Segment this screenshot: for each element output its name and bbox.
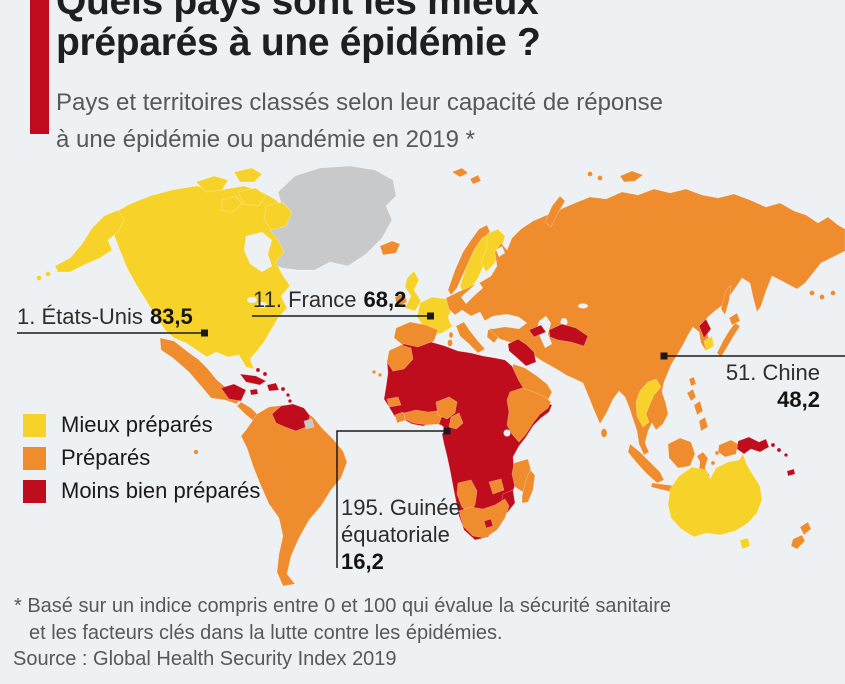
annotation-france-label: 11. France <box>253 287 357 312</box>
france-marker <box>427 312 434 320</box>
eq-guinea-leader-line <box>336 430 447 568</box>
country-alaska <box>54 209 125 273</box>
annotation-china-value: 48,2 <box>777 387 820 412</box>
baltic-sea <box>461 282 483 304</box>
annotation-eq-guinea-label-1: 195. Guinée <box>341 495 461 520</box>
country-italy <box>455 321 486 354</box>
country-indonesia-sumatra <box>627 443 665 484</box>
accent-bar <box>30 0 49 134</box>
country-zimbabwe <box>488 478 505 495</box>
country-finland <box>480 228 506 273</box>
country-madagascar <box>521 469 536 504</box>
country-south-korea <box>703 335 715 352</box>
black-sea <box>482 314 527 329</box>
annotation-eq-guinea-value: 16,2 <box>341 549 384 574</box>
legend: Mieux préparés Préparés Moins bien prépa… <box>23 412 261 503</box>
territory-french-guiana <box>303 418 315 430</box>
country-ivory-coast-ghana <box>403 409 443 426</box>
country-australia <box>667 453 763 538</box>
country-north-korea <box>698 318 712 339</box>
country-cuba <box>239 373 267 386</box>
region-caucasus <box>528 324 547 338</box>
annotation-usa-label: 1. États-Unis <box>17 304 143 329</box>
country-thailand-laos <box>635 378 662 428</box>
region-europe <box>379 167 506 363</box>
page-title: Quels pays sont les mieux préparés à une… <box>56 0 541 63</box>
country-spain-portugal <box>393 321 439 350</box>
country-nigeria <box>435 396 458 420</box>
legend-label-better: Mieux préparés <box>61 412 213 437</box>
country-horn-of-africa <box>506 387 552 443</box>
country-brazil-and-neighbors <box>240 404 348 587</box>
legend-label-less-prepared: Moins bien préparés <box>61 478 261 503</box>
country-canada-usa <box>111 185 291 370</box>
country-tasmania <box>739 537 751 550</box>
country-borneo <box>667 437 696 469</box>
country-philippines <box>686 388 697 402</box>
legend-item-better: Mieux préparés <box>23 412 260 437</box>
country-sakhalin <box>720 284 732 316</box>
country-guatemala-honduras <box>220 383 247 402</box>
country-france <box>416 296 454 335</box>
legend-swatch-better <box>23 413 46 437</box>
subtitle: Pays et territoires classés selon leur c… <box>56 84 663 158</box>
footnote-line-1: * Basé sur un indice compris entre 0 et … <box>14 595 672 617</box>
legend-label-prepared: Préparés <box>61 445 151 470</box>
region-greenland <box>261 165 397 271</box>
country-new-zealand <box>799 521 812 536</box>
region-africa <box>371 341 553 541</box>
annotation-china: 51. Chine 48,2 <box>726 359 820 413</box>
usa-marker <box>201 329 208 337</box>
region-north-america <box>36 167 293 370</box>
annotation-eq-guinea-label-2: équatoriale <box>341 522 450 547</box>
legend-item-prepared: Préparés <box>23 445 260 470</box>
annotation-france: 11. France 68,2 <box>253 286 406 313</box>
region-south-america <box>193 403 348 587</box>
annotation-france-value: 68,2 <box>363 287 407 312</box>
title-line-2: préparés à une épidémie ? <box>56 21 541 64</box>
country-turkmenistan-uzbekistan <box>548 323 589 347</box>
china-marker <box>660 352 668 360</box>
annotation-lines <box>17 312 845 568</box>
annotation-china-label: 51. Chine <box>725 360 820 385</box>
footnote-line-2: et les facteurs clés dans la lutte contr… <box>29 622 503 644</box>
country-taiwan <box>688 376 697 387</box>
annotation-usa: 1. États-Unis 83,5 <box>17 303 193 330</box>
region-central-america-caribbean <box>159 337 293 423</box>
hudson-bay <box>244 232 272 272</box>
source-line: Source : Global Health Security Index 20… <box>13 648 397 670</box>
country-sri-lanka <box>600 428 608 438</box>
eurasia-mainland <box>445 188 845 456</box>
country-cameroon <box>448 412 464 430</box>
region-oceania <box>667 436 812 550</box>
eq-guinea-marker <box>443 427 451 435</box>
country-uk <box>404 270 422 312</box>
title-line-1: Quels pays sont les mieux <box>56 0 539 23</box>
country-ireland <box>394 292 408 308</box>
subtitle-line-2: à une épidémie ou pandémie en 2019 * <box>56 126 475 153</box>
legend-item-less-prepared: Moins bien préparés <box>23 478 261 503</box>
country-south-africa <box>458 498 510 539</box>
subtitle-line-1: Pays et territoires classés selon leur c… <box>56 89 663 116</box>
legend-swatch-prepared <box>23 446 46 470</box>
country-iceland <box>379 240 401 256</box>
territory-west-papua <box>717 439 739 458</box>
country-papua-new-guinea <box>736 436 770 455</box>
country-lesotho <box>483 518 494 529</box>
country-morocco <box>386 344 414 372</box>
country-senegal <box>386 396 402 408</box>
annotation-usa-value: 83,5 <box>149 304 193 329</box>
country-japan <box>716 322 741 358</box>
annotation-eq-guinea: 195. Guinée équatoriale 16,2 <box>341 494 461 575</box>
lake-victoria <box>503 429 511 437</box>
country-syria-iraq <box>507 338 537 367</box>
legend-swatch-less-prepared <box>23 479 46 503</box>
